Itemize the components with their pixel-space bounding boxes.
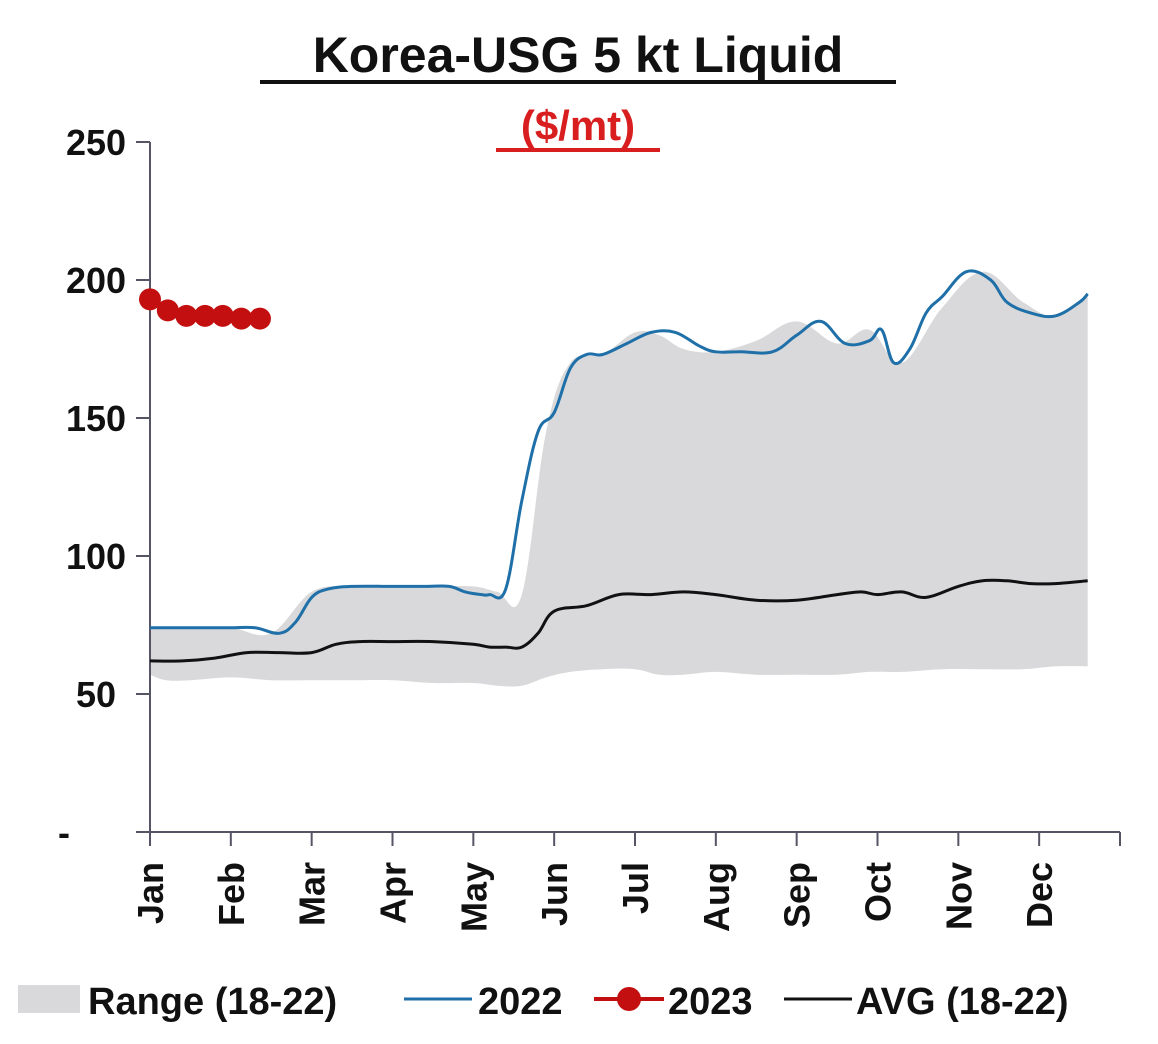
y-axis-tick-labels: - 50 100 150 200 250: [58, 122, 126, 853]
chart-title: Korea-USG 5 kt Liquid: [313, 27, 844, 83]
x-tick-label: Nov: [938, 862, 979, 930]
legend-avg-label: AVG (18-22): [856, 981, 1069, 1023]
series-2023-point: [193, 304, 216, 327]
chart-subtitle: ($/mt): [521, 102, 635, 149]
axes: [136, 141, 1121, 846]
x-tick-label: May: [453, 862, 494, 932]
y-tick-label: -: [58, 812, 70, 853]
x-tick-label: Jan: [130, 862, 171, 924]
series-layer: [139, 269, 1089, 663]
x-tick-label: Sep: [777, 862, 818, 928]
legend-range-label: Range (18-22): [88, 981, 337, 1023]
legend-2023-label: 2023: [668, 981, 753, 1023]
series-2022-line: [149, 269, 1089, 635]
series-2023-point: [230, 307, 253, 330]
x-tick-label: Mar: [292, 862, 333, 926]
series-2023-point: [248, 307, 271, 330]
x-tick-label: Feb: [211, 862, 252, 926]
series-2023-point: [139, 288, 161, 311]
x-tick-label: Apr: [373, 862, 414, 924]
legend: Range (18-22) 2022 2023 AVG (18-22): [18, 981, 1069, 1023]
y-tick-label: 200: [66, 260, 126, 301]
x-tick-label: Jul: [615, 862, 656, 914]
legend-range-swatch: [18, 985, 80, 1013]
y-tick-label: 250: [66, 122, 126, 163]
series-avg-18-22-line: [149, 578, 1088, 663]
y-tick-label: 50: [76, 674, 116, 715]
y-tick-label: 150: [66, 398, 126, 439]
x-tick-label: Jun: [534, 862, 575, 926]
range-band-layer: [150, 271, 1088, 687]
series-2023-point: [175, 304, 198, 327]
x-tick-label: Aug: [696, 862, 737, 932]
y-tick-label: 100: [66, 536, 126, 577]
x-tick-label: Oct: [858, 862, 899, 922]
legend-2022-label: 2022: [478, 981, 563, 1023]
legend-2023-swatch-marker: [617, 987, 641, 1011]
series-2023-point: [211, 304, 234, 327]
series-2023-point: [156, 299, 179, 322]
range-band-area: [150, 271, 1088, 687]
x-tick-label: Dec: [1019, 862, 1060, 928]
x-axis-tick-labels: Jan Feb Mar Apr May Jun Jul Aug Sep Oct Nov Dec: [130, 862, 1060, 932]
